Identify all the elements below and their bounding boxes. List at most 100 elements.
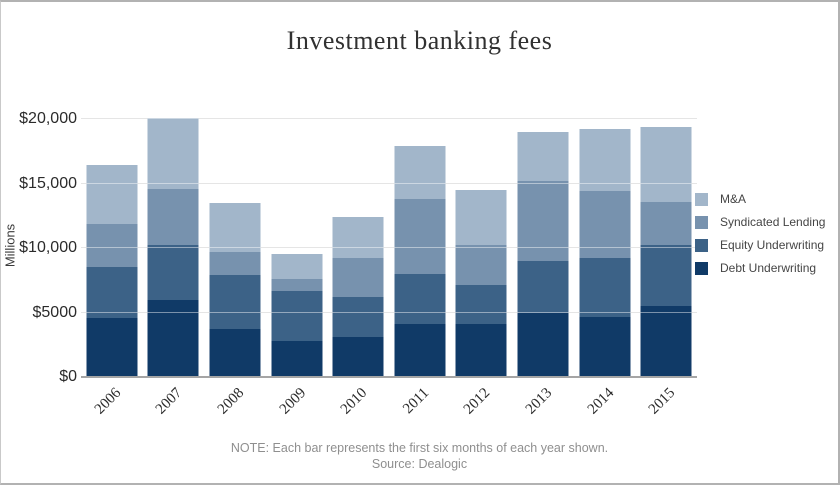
bar-segment: [271, 278, 323, 291]
x-tick-label: 2008: [214, 385, 248, 418]
stacked-bar-2014: [579, 129, 631, 377]
legend-row: M&A: [695, 192, 825, 206]
bar-segment: [271, 290, 323, 341]
bar-slot: [512, 97, 574, 377]
legend-label: Debt Underwriting: [720, 261, 817, 275]
bar-segment: [455, 285, 507, 325]
bar-segment: [209, 275, 261, 330]
x-axis-line: [81, 376, 697, 378]
bar-segment: [86, 317, 138, 377]
legend-label: Equity Underwriting: [720, 238, 825, 252]
legend-row: Equity Underwriting: [695, 238, 825, 252]
stacked-bar-2011: [394, 146, 446, 377]
gridline: [81, 118, 697, 119]
bar-segment: [517, 180, 569, 261]
x-tick-label: 2015: [645, 385, 679, 418]
bar-segment: [394, 273, 446, 325]
bar-segment: [209, 202, 261, 252]
legend: M&A Syndicated Lending Equity Underwriting…: [695, 192, 825, 284]
bar-slot: [266, 97, 328, 377]
stacked-bar-2010: [332, 217, 384, 377]
footnote-line-1: NOTE: Each bar represents the first six …: [230, 441, 609, 455]
bar-segment: [455, 245, 507, 286]
bars-layer: [81, 97, 697, 377]
y-tick-label: $15,000: [19, 174, 77, 192]
bar-segment: [579, 191, 631, 259]
gridline: [81, 182, 697, 184]
bar-segment: [455, 324, 507, 377]
bar-segment: [517, 312, 569, 377]
stacked-bar-2013: [517, 131, 569, 377]
bar-segment: [517, 131, 569, 181]
bar-segment: [579, 258, 631, 318]
gridline: [81, 247, 697, 248]
bar-segment: [640, 126, 692, 202]
bar-segment: [147, 117, 199, 189]
stacked-bar-2012: [455, 189, 507, 377]
bar-segment: [332, 297, 384, 338]
bar-segment: [394, 324, 446, 377]
y-tick-label: $20,000: [19, 110, 77, 127]
x-tick-label: 2013: [522, 385, 556, 418]
bar-segment: [579, 129, 631, 192]
bar-slot: [143, 97, 205, 377]
gridline: [81, 311, 697, 313]
bar-segment: [86, 223, 138, 268]
legend-row: Syndicated Lending: [695, 215, 825, 229]
bar-segment: [332, 217, 384, 259]
y-tick-label: $5000: [32, 303, 78, 321]
bar-segment: [332, 337, 384, 377]
stacked-bar-2008: [209, 202, 261, 377]
x-tick-label: 2006: [91, 385, 125, 418]
gridline-overlay: [81, 247, 697, 248]
x-tick-label: 2009: [276, 385, 309, 418]
x-tick-label: 2007: [153, 385, 186, 418]
bar-segment: [147, 188, 199, 246]
plot-area: [81, 97, 697, 378]
x-tick-label: 2012: [461, 385, 494, 418]
y-tick-label: $0: [59, 368, 77, 385]
legend-swatch: [695, 261, 708, 275]
y-tick-label: $10,000: [19, 239, 77, 256]
legend-row: Debt Underwriting: [695, 261, 825, 275]
bar-segment: [640, 245, 692, 307]
bar-segment: [579, 317, 631, 377]
bar-segment: [455, 189, 507, 246]
bar-segment: [147, 245, 199, 300]
legend-label: M&A: [720, 192, 747, 206]
chart-title: Investment banking fees: [286, 26, 553, 55]
x-tick-label: 2010: [337, 385, 371, 418]
bar-slot: [451, 97, 513, 377]
bar-segment: [271, 254, 323, 279]
bar-segment: [271, 340, 323, 377]
legend-swatch: [695, 192, 708, 206]
bar-segment: [86, 267, 138, 318]
bar-segment: [332, 258, 384, 298]
legend-swatch: [695, 238, 708, 252]
bar-segment: [86, 165, 138, 224]
bar-slot: [635, 97, 697, 377]
legend-swatch: [695, 215, 708, 229]
footnote: NOTE: Each bar represents the first six …: [1, 440, 838, 473]
gridline-overlay: [81, 118, 697, 119]
bar-slot: [574, 97, 636, 377]
stacked-bar-2015: [640, 126, 692, 377]
bar-segment: [209, 251, 261, 276]
bar-segment: [640, 201, 692, 246]
bar-slot: [204, 97, 266, 377]
bar-segment: [394, 199, 446, 274]
gridline-overlay: [81, 182, 697, 184]
bar-slot: [327, 97, 389, 377]
stacked-bar-2007: [147, 117, 199, 377]
x-tick-label: 2011: [399, 385, 433, 418]
footnote-line-2: Source: Dealogic: [371, 457, 468, 472]
bar-segment: [209, 329, 261, 377]
bar-segment: [640, 306, 692, 377]
legend-label: Syndicated Lending: [720, 215, 826, 229]
stacked-bar-2009: [271, 254, 323, 377]
bar-segment: [394, 146, 446, 200]
gridline-overlay: [81, 311, 697, 313]
x-tick-label: 2014: [584, 385, 617, 418]
bar-segment: [517, 260, 569, 313]
